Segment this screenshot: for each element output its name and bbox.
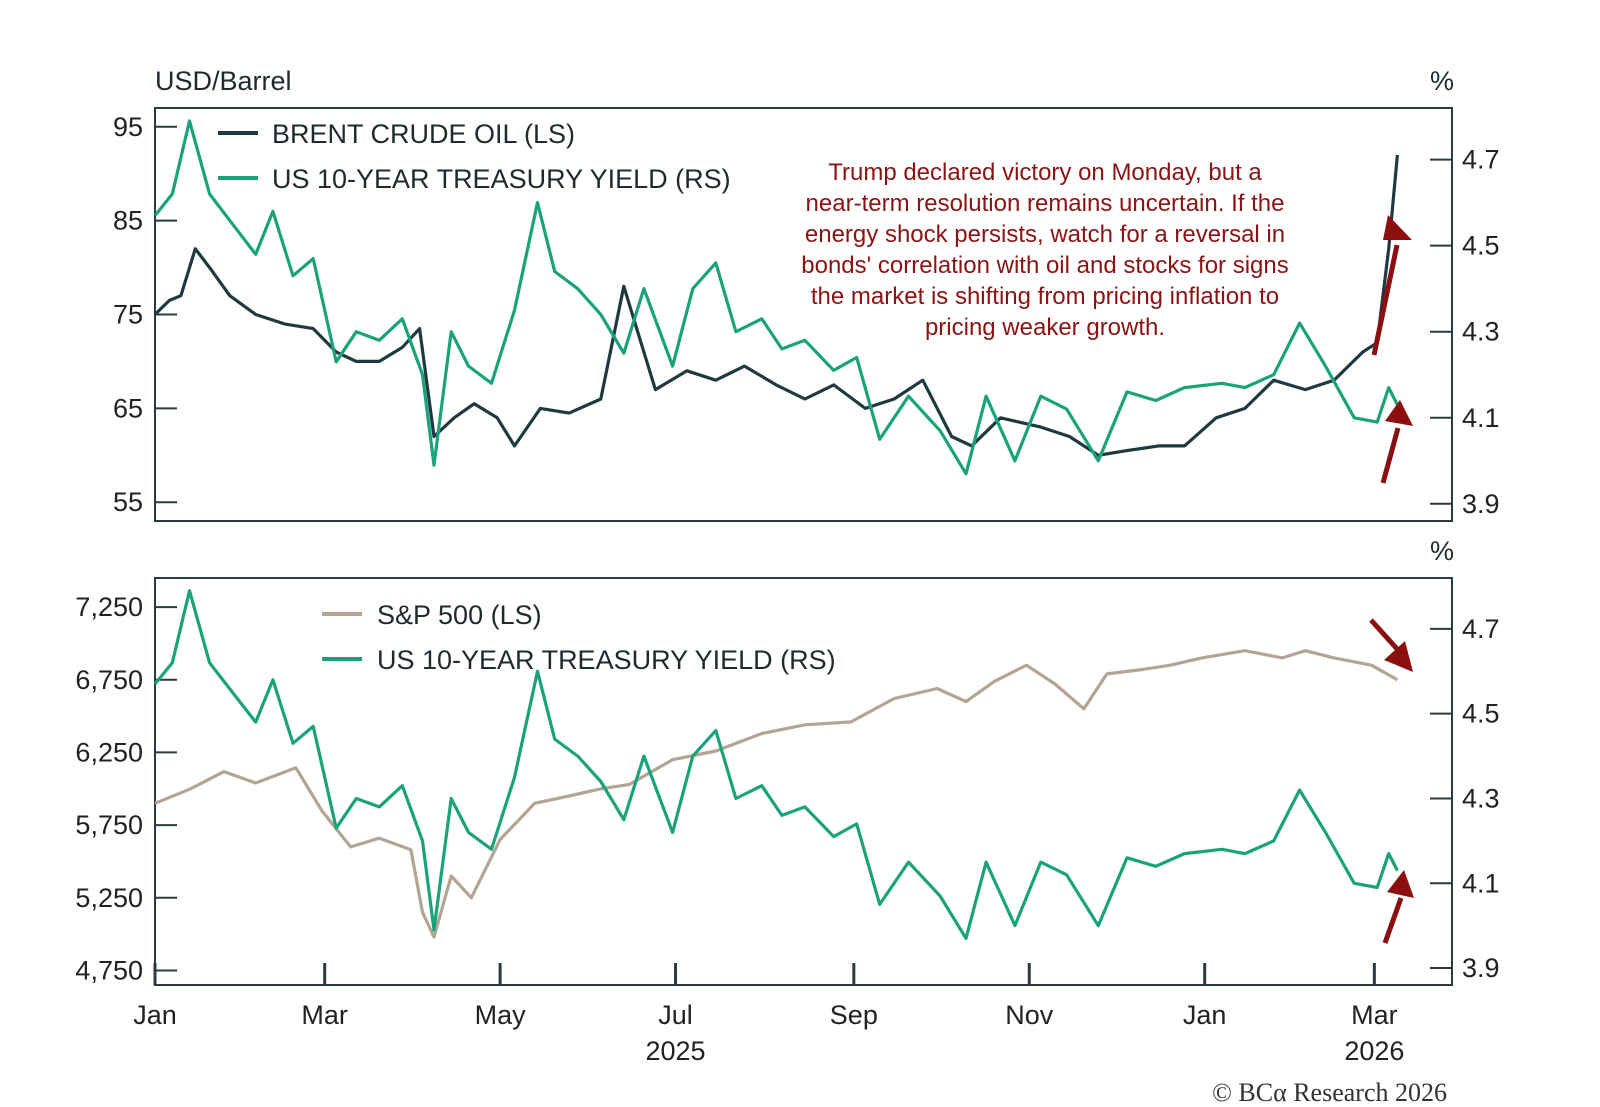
x-tick-label: Sep bbox=[830, 1000, 878, 1030]
arrow-up-oil bbox=[1371, 215, 1412, 356]
right-tick-label: 4.7 bbox=[1462, 614, 1500, 644]
series-line-right bbox=[153, 119, 1399, 476]
left-tick-label: 5,750 bbox=[75, 810, 143, 840]
left-tick-label: 95 bbox=[113, 112, 143, 142]
top-right-unit: % bbox=[1430, 66, 1454, 96]
annotation-line: pricing weaker growth. bbox=[925, 314, 1165, 341]
bottom-right-unit: % bbox=[1430, 536, 1454, 566]
x-tick-label: Nov bbox=[1005, 1000, 1054, 1030]
bottom-left-axis: 7,250 6,750 6,250 5,750 5,250 4,750 bbox=[75, 592, 177, 985]
top-left-axis: 95 85 75 65 55 bbox=[113, 112, 177, 517]
x-tick-label: Jan bbox=[1183, 1000, 1227, 1030]
top-legend: BRENT CRUDE OIL (LS) US 10-YEAR TREASURY… bbox=[218, 119, 731, 194]
right-tick-label: 4.1 bbox=[1462, 868, 1500, 898]
left-tick-label: 75 bbox=[113, 300, 143, 330]
left-tick-label: 85 bbox=[113, 206, 143, 236]
credit-text: © BCα Research 2026 bbox=[1212, 1078, 1447, 1107]
left-tick-label: 7,250 bbox=[75, 592, 143, 622]
left-tick-label: 65 bbox=[113, 393, 143, 423]
right-tick-label: 3.9 bbox=[1462, 953, 1500, 983]
x-axis: Jan Mar May Jul Sep Nov Jan Mar 2025 2026 bbox=[133, 963, 1404, 1066]
annotation-text: Trump declared victory on Monday, but a … bbox=[801, 159, 1289, 341]
x-year-label: 2025 bbox=[645, 1036, 705, 1066]
x-tick-label: Jul bbox=[658, 1000, 693, 1030]
bottom-right-axis: 4.7 4.5 4.3 4.1 3.9 bbox=[1430, 614, 1500, 983]
right-tick-label: 4.3 bbox=[1462, 317, 1500, 347]
x-year-label: 2026 bbox=[1344, 1036, 1404, 1066]
bottom-legend: S&P 500 (LS) US 10-YEAR TREASURY YIELD (… bbox=[322, 600, 836, 675]
arrow-down-sp500 bbox=[1369, 618, 1413, 672]
left-tick-label: 6,250 bbox=[75, 737, 143, 767]
annotation-line: near-term resolution remains uncertain. … bbox=[806, 190, 1285, 217]
series-line-left bbox=[154, 649, 1399, 939]
right-tick-label: 4.7 bbox=[1462, 145, 1500, 175]
left-tick-label: 55 bbox=[113, 487, 143, 517]
left-tick-label: 6,750 bbox=[75, 665, 143, 695]
top-left-unit: USD/Barrel bbox=[155, 66, 292, 96]
x-tick-label: May bbox=[475, 1000, 527, 1030]
annotation-line: Trump declared victory on Monday, but a bbox=[828, 159, 1262, 186]
x-tick-label: Mar bbox=[1351, 1000, 1398, 1030]
left-tick-label: 5,250 bbox=[75, 883, 143, 913]
bottom-plot-frame bbox=[154, 577, 1453, 986]
arrow-up-yield-bottom bbox=[1382, 870, 1414, 944]
series-line-right bbox=[153, 589, 1399, 941]
annotation-line: bonds' correlation with oil and stocks f… bbox=[801, 252, 1289, 279]
legend-label-yield-bottom: US 10-YEAR TREASURY YIELD (RS) bbox=[377, 645, 836, 675]
bottom-series-group bbox=[153, 589, 1399, 941]
annotation-line: the market is shifting from pricing infl… bbox=[811, 283, 1279, 310]
x-tick-label: Mar bbox=[301, 1000, 348, 1030]
legend-label-sp500: S&P 500 (LS) bbox=[377, 600, 542, 630]
right-tick-label: 3.9 bbox=[1462, 489, 1500, 519]
x-tick-label: Jan bbox=[133, 1000, 177, 1030]
right-tick-label: 4.5 bbox=[1462, 699, 1500, 729]
legend-label-yield-top: US 10-YEAR TREASURY YIELD (RS) bbox=[272, 164, 731, 194]
left-tick-label: 4,750 bbox=[75, 955, 143, 985]
top-right-axis: 4.7 4.5 4.3 4.1 3.9 bbox=[1430, 145, 1500, 519]
series-line-left bbox=[153, 154, 1399, 457]
right-tick-label: 4.1 bbox=[1462, 403, 1500, 433]
top-series-group bbox=[153, 119, 1399, 476]
right-tick-label: 4.5 bbox=[1462, 231, 1500, 261]
right-tick-label: 4.3 bbox=[1462, 783, 1500, 813]
annotation-line: energy shock persists, watch for a rever… bbox=[805, 221, 1285, 248]
arrow-up-yield-top bbox=[1380, 400, 1413, 484]
legend-label-brent: BRENT CRUDE OIL (LS) bbox=[272, 119, 575, 149]
